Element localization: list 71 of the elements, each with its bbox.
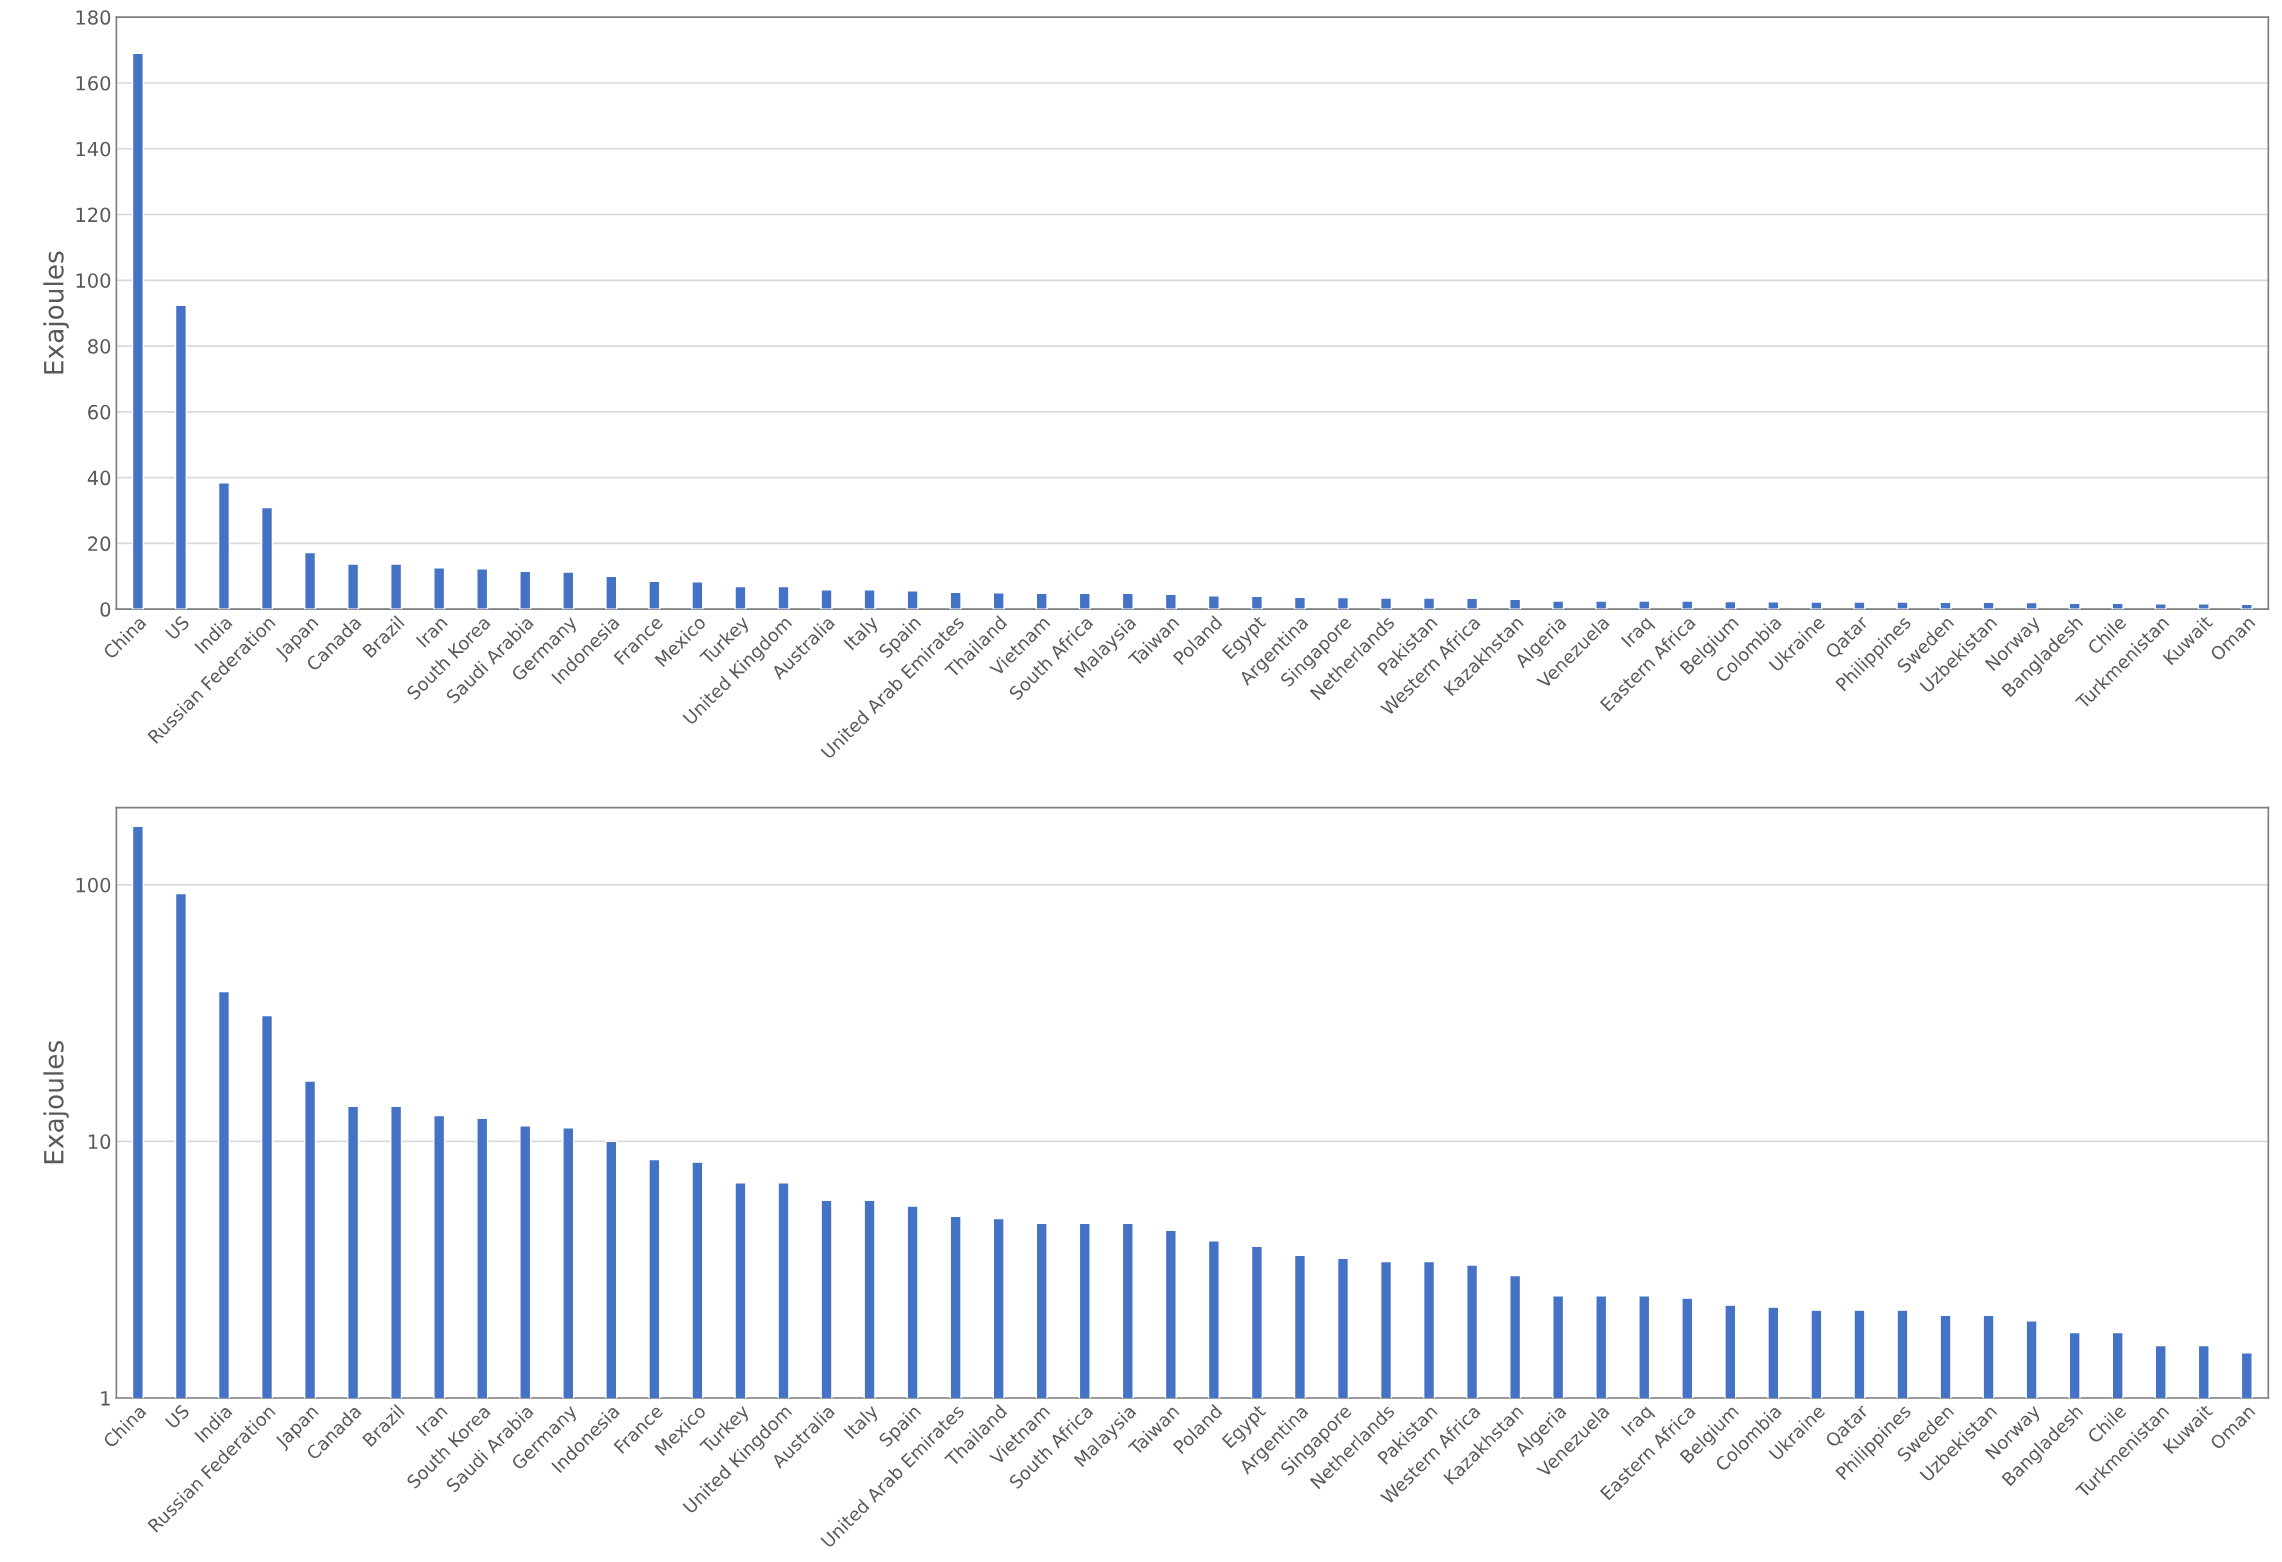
bar: [174, 304, 188, 610]
bar: [131, 52, 144, 610]
y-tick-label: 0: [100, 602, 111, 617]
y-tick-label: 100: [76, 273, 111, 288]
x-tick-label: Iran: [415, 1404, 448, 1437]
bar: [992, 592, 1005, 610]
bar: [863, 589, 876, 610]
bar: [648, 580, 661, 610]
bar: [1767, 601, 1780, 610]
bar: [734, 585, 747, 610]
bar: [1293, 596, 1307, 610]
bar: [1250, 595, 1263, 610]
x-tick-label: US: [164, 1403, 191, 1430]
bar: [1939, 601, 1952, 610]
bar: [347, 563, 360, 610]
bar: [777, 585, 790, 610]
bar: [1681, 600, 1694, 610]
bar: [605, 575, 618, 610]
y-tick-label: 160: [76, 75, 111, 91]
bar: [949, 591, 962, 610]
y-tick-label: 80: [88, 339, 111, 354]
bar: [1466, 597, 1479, 610]
bar: [1982, 601, 1995, 610]
bar: [476, 568, 489, 610]
bar: [2068, 602, 2081, 610]
bar: [820, 589, 833, 610]
bar: [2154, 603, 2167, 610]
y-tick-label: 60: [88, 404, 111, 420]
bar: [390, 563, 403, 610]
y-tick-label: 180: [76, 10, 111, 25]
bar: [1509, 598, 1522, 610]
y-tick-label: 10: [88, 1134, 111, 1150]
y-tick-label: 1: [101, 1391, 110, 1406]
bar: [1638, 600, 1651, 610]
y-axis-title: Exajoules: [43, 251, 69, 374]
bar: [519, 570, 532, 610]
x-tick-label: Iran: [415, 615, 448, 648]
y-tick-label: 40: [87, 470, 111, 486]
y-tick-label: 140: [76, 141, 111, 157]
x-tick-label: Iraq: [1620, 615, 1656, 651]
y-tick-label: 120: [76, 207, 111, 223]
bar: [1379, 597, 1393, 610]
bar: [1724, 600, 1737, 610]
bar: [1121, 592, 1134, 610]
bar: [1810, 601, 1823, 610]
bar: [906, 590, 919, 610]
x-tick-label: Iraq: [1620, 1404, 1656, 1439]
bar: [2240, 603, 2253, 610]
bar: [1164, 593, 1177, 610]
bar: [1595, 600, 1608, 610]
bar: [303, 551, 317, 610]
bar: [2197, 603, 2210, 610]
bar: [433, 567, 446, 610]
bar: [1207, 595, 1220, 610]
bar: [1896, 601, 1909, 610]
bar: [217, 482, 231, 610]
y-tick-label: 20: [88, 536, 111, 552]
x-tick-label: US: [164, 614, 191, 641]
bar: [2111, 602, 2124, 610]
bar: [691, 581, 704, 610]
bar: [1078, 592, 1091, 610]
bar: [1035, 592, 1048, 610]
bar: [562, 571, 575, 610]
bar: [2025, 601, 2038, 610]
bar: [1853, 601, 1866, 610]
y-axis-title: Exajoules: [43, 1041, 69, 1164]
bar: [1552, 600, 1565, 610]
y-tick-label: 100: [76, 877, 111, 893]
bar: [1336, 596, 1350, 610]
bar: [1422, 597, 1436, 610]
bar: [260, 506, 274, 610]
